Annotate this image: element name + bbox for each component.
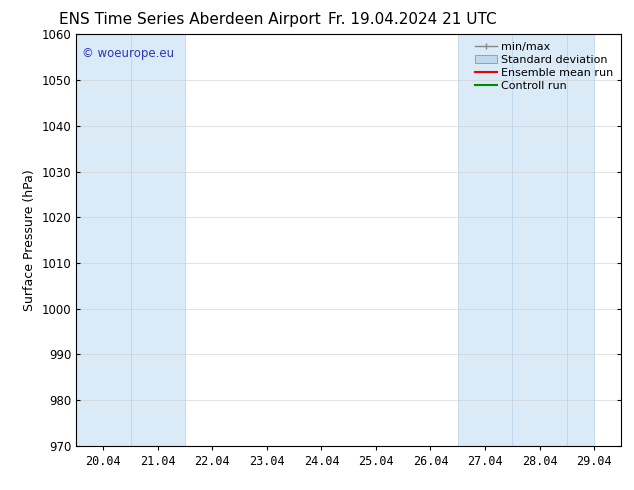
- Legend: min/max, Standard deviation, Ensemble mean run, Controll run: min/max, Standard deviation, Ensemble me…: [472, 40, 616, 93]
- Bar: [76, 34, 131, 446]
- Bar: [458, 34, 512, 446]
- Text: ENS Time Series Aberdeen Airport: ENS Time Series Aberdeen Airport: [60, 12, 321, 27]
- Text: Fr. 19.04.2024 21 UTC: Fr. 19.04.2024 21 UTC: [328, 12, 496, 27]
- Bar: [131, 34, 185, 446]
- Bar: [512, 34, 567, 446]
- Y-axis label: Surface Pressure (hPa): Surface Pressure (hPa): [23, 169, 36, 311]
- Bar: [567, 34, 594, 446]
- Text: © woeurope.eu: © woeurope.eu: [82, 47, 174, 60]
